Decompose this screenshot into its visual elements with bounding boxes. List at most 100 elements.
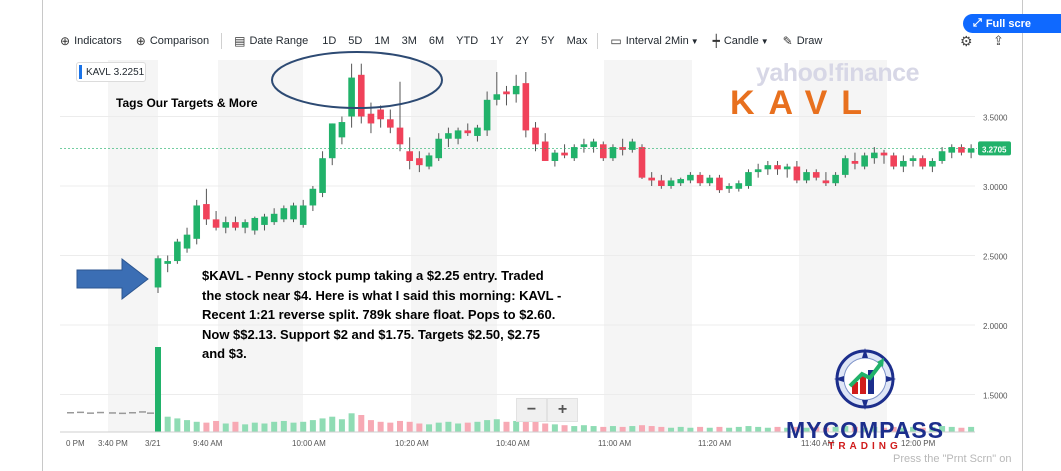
volume-bar: [813, 426, 820, 432]
volume-bar: [464, 422, 471, 432]
candle-body: [629, 141, 636, 150]
volume-bar: [426, 424, 433, 432]
volume-bar: [745, 426, 752, 432]
gear-icon[interactable]: ⚙: [960, 33, 973, 49]
y-axis: 3.5000 3.0000 2.5000 2.0000 1.5000: [983, 114, 1008, 401]
indicators-button[interactable]: ⊕ Indicators: [60, 34, 122, 48]
candle-body: [832, 174, 839, 184]
volume-bar: [716, 426, 723, 432]
x-tick-label: 3:40 PM: [98, 439, 128, 448]
draw-label: Draw: [796, 35, 823, 47]
volume-bar: [648, 426, 655, 432]
volume-bar: [881, 427, 887, 432]
volume-bar: [571, 426, 578, 432]
interval-label: Interval: [625, 35, 662, 47]
ticker-color-bar: [79, 65, 82, 79]
last-price-label: 3.2705: [982, 145, 1007, 154]
volume-bar: [435, 422, 442, 432]
range-2y[interactable]: 2Y: [515, 35, 530, 47]
zoom-controls: − +: [516, 398, 578, 422]
candle-body: [493, 94, 501, 100]
date-range-button[interactable]: ▤ Date Range: [234, 34, 308, 48]
candle-body: [425, 155, 433, 167]
volume-bar-pre: [129, 412, 136, 414]
candle-body: [880, 152, 888, 156]
candle-body: [367, 113, 375, 124]
volume-bar: [619, 426, 626, 432]
candle-body: [338, 122, 346, 138]
big-ticker-label: KAVL: [730, 84, 877, 122]
range-1d[interactable]: 1D: [322, 35, 337, 47]
candle-body: [183, 234, 191, 249]
time-band: [108, 60, 158, 432]
volume-bar: [590, 426, 597, 432]
volume-bar: [445, 421, 452, 432]
candle-body: [619, 147, 626, 150]
y-tick-label: 3.0000: [983, 183, 1008, 192]
volume-bar: [784, 427, 791, 432]
candle-body: [319, 158, 326, 193]
candle-body: [599, 144, 607, 159]
range-3m[interactable]: 3M: [401, 35, 417, 47]
candle-body: [900, 160, 907, 167]
draw-button[interactable]: ✎ Draw: [783, 34, 823, 48]
pencil-icon: ✎: [782, 34, 793, 48]
y-tick-label: 3.5000: [983, 114, 1008, 123]
volume-bar: [329, 416, 336, 432]
time-band: [218, 60, 303, 432]
x-tick-label: 9:40 AM: [193, 439, 223, 448]
volume-bar: [822, 427, 829, 432]
share-icon[interactable]: ⇪: [993, 33, 1004, 48]
time-bands: [108, 60, 887, 432]
candle-body: [512, 85, 520, 95]
range-5y[interactable]: 5Y: [541, 35, 555, 47]
volume-bar: [290, 422, 297, 432]
volume-bar: [851, 426, 858, 432]
comparison-button[interactable]: ⊕ Comparison: [136, 34, 209, 48]
volume-bars: [67, 347, 975, 432]
candle-body: [377, 109, 384, 120]
candle-body: [561, 152, 568, 156]
volume-bar: [629, 426, 636, 432]
volume-bar: [338, 419, 345, 432]
volume-bar: [910, 426, 917, 432]
zoom-out-button[interactable]: −: [516, 398, 547, 422]
frame-right-border: [1022, 0, 1023, 471]
chart-style-button[interactable]: ┿ Candle ▼: [713, 34, 769, 48]
range-ytd[interactable]: YTD: [456, 35, 479, 47]
volume-bar: [968, 426, 975, 432]
candle-body: [648, 177, 655, 181]
range-6m[interactable]: 6M: [428, 35, 445, 47]
candle-body: [454, 130, 462, 139]
interval-button[interactable]: ▭ Interval 2Min ▼: [610, 34, 698, 48]
indicators-label: Indicators: [74, 35, 122, 47]
volume-bar: [484, 420, 491, 432]
ticker-price: 3.2251: [113, 66, 145, 78]
toolbar-divider: [221, 33, 223, 49]
candle-body: [783, 166, 791, 170]
zoom-in-button[interactable]: +: [547, 398, 578, 422]
candle-body: [667, 180, 675, 186]
volume-bar: [300, 421, 307, 432]
candle-body: [270, 213, 278, 223]
candle-body: [541, 141, 549, 161]
volume-bar: [203, 422, 210, 432]
candle-body: [919, 158, 927, 167]
volume-bar: [803, 427, 810, 432]
volume-bar: [251, 422, 258, 432]
print-screen-hint: Press the "Prnt Scrn" on: [893, 453, 1012, 465]
fullscreen-button[interactable]: ⤢ Full scre: [963, 14, 1061, 33]
range-5d[interactable]: 5D: [348, 35, 363, 47]
chart-style-label: Candle: [723, 35, 759, 47]
x-tick-label: 11:00 AM: [598, 439, 632, 448]
candle-body: [725, 186, 733, 189]
candle-body: [348, 77, 355, 117]
range-max[interactable]: Max: [566, 35, 588, 47]
candle-body: [851, 160, 859, 164]
tags-annotation: Tags Our Targets & More: [116, 96, 258, 110]
ticker-symbol: KAVL: [86, 66, 111, 78]
range-1m[interactable]: 1M: [374, 35, 390, 47]
range-1y[interactable]: 1Y: [490, 35, 504, 47]
candle-body: [299, 205, 307, 225]
candle-body: [251, 217, 259, 231]
